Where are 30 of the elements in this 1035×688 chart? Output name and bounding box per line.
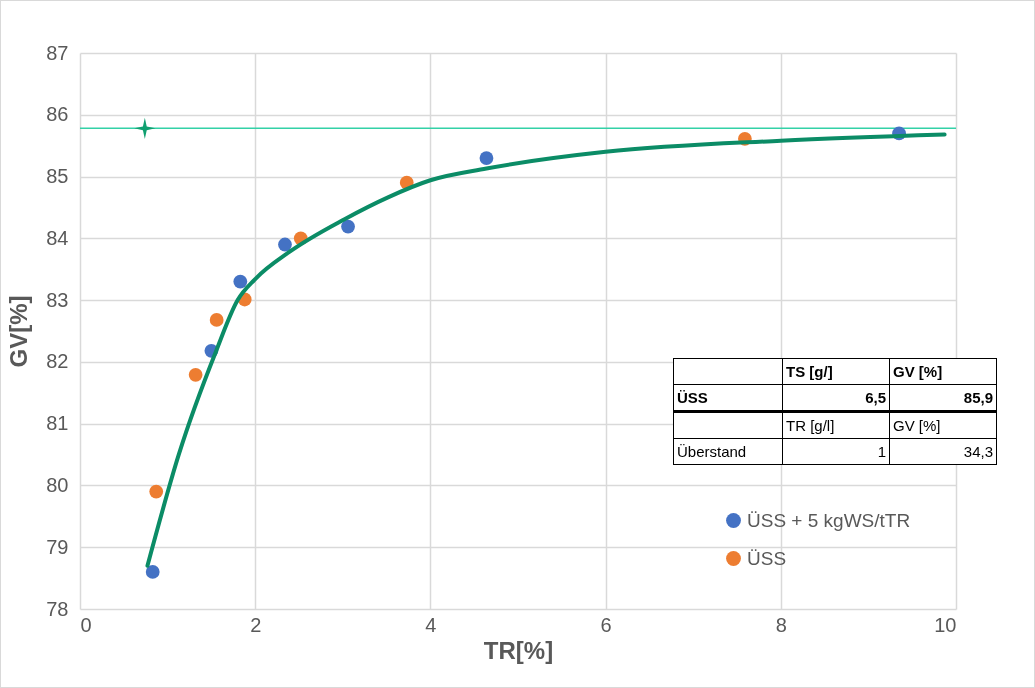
annotation: TR [g/l] xyxy=(782,411,890,439)
annotation: TS [g/] xyxy=(782,358,890,385)
text: 34,3 xyxy=(963,443,993,460)
y-tick-label: 82 xyxy=(46,350,69,373)
legend-label: ÜSS + 5 kgWS/tTR xyxy=(747,509,911,531)
x-tick-label: 2 xyxy=(250,613,262,636)
y-axis-title: GV[%] xyxy=(5,295,33,368)
y-tick-label: 83 xyxy=(46,288,69,311)
y-tick-label: 86 xyxy=(46,103,69,126)
annotation: GV [%] xyxy=(889,411,997,439)
x-tick-label: 10 xyxy=(934,613,957,636)
y-tick-label: 80 xyxy=(46,473,69,496)
y-tick-label: 84 xyxy=(46,226,69,249)
annotation: Überstand xyxy=(673,438,783,465)
text: 85,9 xyxy=(963,389,993,406)
x-tick-label: 0 xyxy=(80,613,92,636)
y-tick-label: 81 xyxy=(46,412,69,435)
annotation: ÜSS xyxy=(673,384,783,412)
legend-label: ÜSS xyxy=(747,547,787,569)
annotation: 6,5 xyxy=(782,384,890,412)
y-tick-label: 87 xyxy=(46,41,69,64)
y-tick-label: 85 xyxy=(46,165,69,188)
y-tick-label: 78 xyxy=(46,597,69,620)
x-tick-label: 4 xyxy=(425,613,437,636)
x-tick-label: 8 xyxy=(775,613,787,636)
x-axis-title: TR[%] xyxy=(483,636,554,664)
x-tick-label: 6 xyxy=(600,613,612,636)
annotation: 1 xyxy=(782,438,890,465)
annotation: GV [%] xyxy=(889,358,997,385)
y-tick-label: 79 xyxy=(46,535,69,558)
